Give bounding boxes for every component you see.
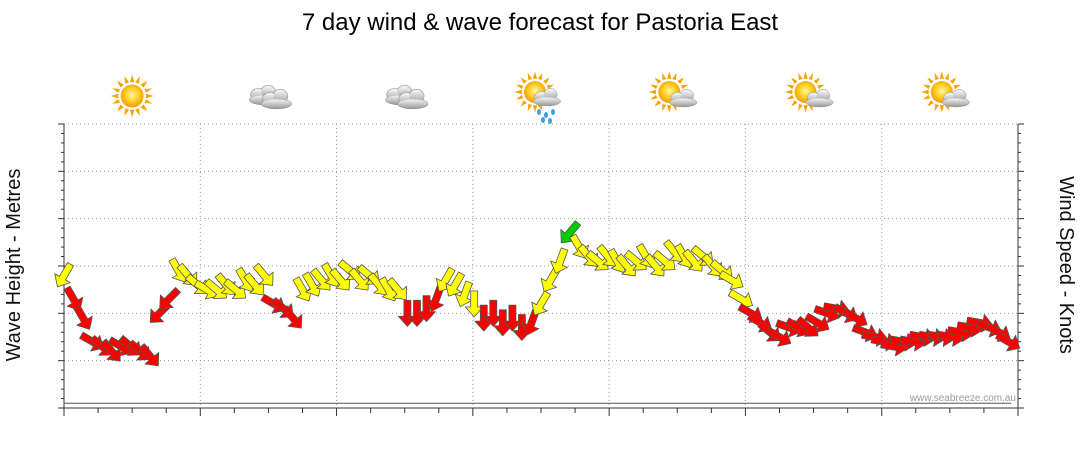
wind-arrow xyxy=(417,295,436,323)
wind-arrow xyxy=(386,277,408,301)
raindrop xyxy=(551,109,555,115)
right-axis-title: Wind Speed - Knots xyxy=(1055,176,1077,354)
wind-arrow xyxy=(73,304,93,330)
wind-arrow xyxy=(159,287,181,309)
wind-arrow xyxy=(804,312,830,333)
wind-arrow xyxy=(54,262,74,288)
wind-arrow xyxy=(718,270,744,290)
wind-arrow xyxy=(138,343,160,367)
grid-lines xyxy=(64,123,1018,408)
raindrop xyxy=(541,117,545,123)
left-axis-title: Wave Height - Metres xyxy=(3,169,25,362)
sun-shape xyxy=(110,74,154,118)
day-headers xyxy=(110,71,970,124)
watermark: www.seabreeze.com.au xyxy=(909,393,1016,404)
wind-arrow xyxy=(445,271,466,297)
wind-arrow xyxy=(531,290,551,316)
sunny-icon xyxy=(110,74,154,118)
wind-arrow xyxy=(766,327,792,347)
wind-arrow xyxy=(252,262,274,286)
sun-cloud-rain-icon xyxy=(514,71,562,124)
raindrop xyxy=(537,109,541,115)
partly-cloudy-icon xyxy=(921,71,970,113)
axes xyxy=(58,123,1024,416)
wind-arrow xyxy=(995,331,1021,352)
partly-cloudy-icon xyxy=(648,71,698,113)
wind-arrow xyxy=(550,247,569,274)
wind-arrow xyxy=(281,305,303,329)
raindrop xyxy=(548,118,552,124)
wind-arrow xyxy=(63,285,84,311)
raindrop xyxy=(544,112,548,118)
cloudy-icon xyxy=(248,84,293,110)
cloudy-icon xyxy=(385,84,429,110)
partly-cloudy-icon xyxy=(785,71,834,113)
wind-speed-series xyxy=(54,220,1021,367)
chart-title: 7 day wind & wave forecast for Pastoria … xyxy=(302,9,779,36)
